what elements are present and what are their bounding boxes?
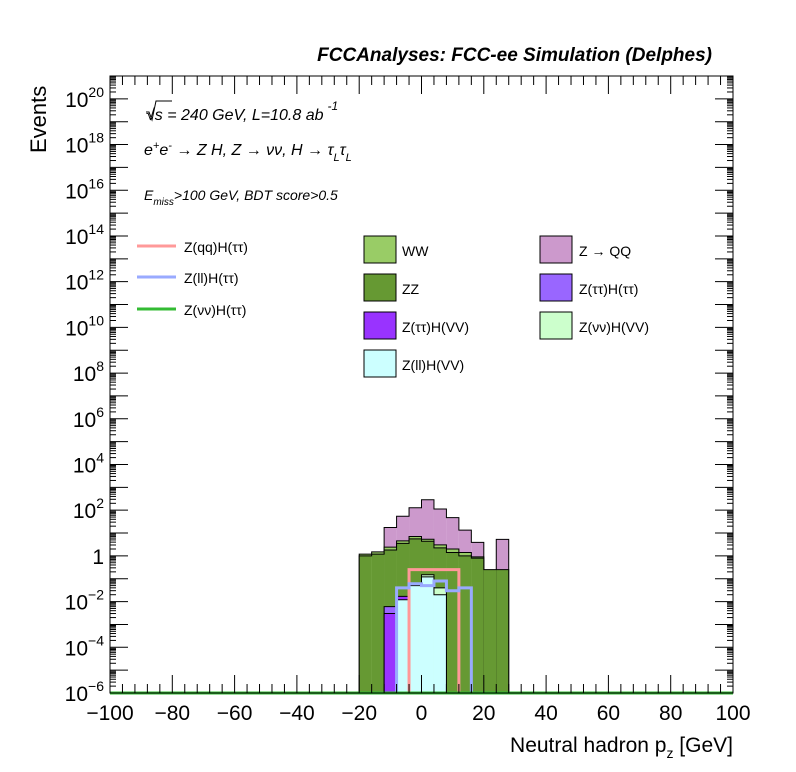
legend-backgrounds: WW Z → QQ ZZ Z(ττ)H(ττ) Z(ττ)H(VV) Z(νν)…	[363, 235, 649, 378]
legend-item-z-qq: Z → QQ	[539, 235, 631, 264]
stack-bar-zz-bin-9	[471, 558, 484, 693]
y-tick-label: 10−2	[65, 587, 105, 615]
legend-signals: Z(qq)H(ττ) Z(ll)H(ττ) Z(νν)H(ττ)	[137, 239, 248, 318]
x-axis-title-main: Neutral hadron p	[510, 734, 666, 757]
x-tick-label: 80	[659, 702, 682, 725]
y-tick-label: 10−4	[65, 632, 105, 660]
legend-item-zz: ZZ	[363, 273, 420, 302]
y-tick-label: 108	[73, 358, 104, 386]
svg-text:ZZ: ZZ	[402, 281, 420, 297]
y-tick-label: 104	[73, 449, 104, 477]
annotation-line1-sup: -1	[328, 99, 339, 113]
annotation-line1: √s = 240 GeV, L=10.8 ab	[146, 107, 324, 124]
x-tick-label: 100	[715, 702, 750, 725]
svg-text:√s = 240 GeV, L=10.8 ab-1: √s = 240 GeV, L=10.8 ab -1	[146, 99, 338, 124]
y-tick-label: 1018	[65, 130, 104, 158]
svg-text:WW: WW	[402, 243, 429, 259]
svg-text:Z(ττ)H(VV): Z(ττ)H(VV)	[402, 319, 469, 335]
chart-title: FCCAnalyses: FCC-ee Simulation (Delphes)	[317, 45, 712, 66]
svg-text:Z(ll)H(ττ): Z(ll)H(ττ)	[184, 270, 239, 286]
legend-item-znunu-htautau: Z(νν)H(ττ)	[137, 302, 246, 318]
stack-bar-z-ll-h-vv-bin-3	[396, 599, 410, 693]
stack-bar-zz-bin-0	[359, 555, 372, 693]
stack-bar-z-ll-h-vv-bin-5	[421, 576, 434, 693]
stack-bar-zz-bin-11	[496, 569, 509, 693]
x-axis-title-unit: [GeV]	[673, 734, 733, 757]
stacked-histogram	[358, 499, 510, 693]
svg-text:Z(νν)H(ττ): Z(νν)H(ττ)	[184, 302, 246, 318]
y-tick-label: 1010	[65, 312, 104, 340]
svg-text:Z(νν)H(VV): Z(νν)H(VV)	[579, 319, 649, 335]
x-tick-label: 40	[534, 702, 557, 725]
stack-bar-zz-bin-10	[483, 569, 497, 693]
x-tick-label: −100	[86, 702, 133, 725]
x-axis-title: Neutral hadron pz [GeV]	[510, 734, 733, 761]
y-tick-label: 1014	[65, 221, 104, 249]
svg-text:Z(ll)H(VV): Z(ll)H(VV)	[402, 357, 464, 373]
x-tick-label: −60	[217, 702, 253, 725]
y-tick-label: 1012	[65, 267, 104, 295]
legend-item-ww: WW	[363, 235, 429, 264]
legend-item-zqq-htautau: Z(qq)H(ττ)	[137, 239, 248, 255]
legend-item-zll-htautau: Z(ll)H(ττ)	[137, 270, 239, 286]
legend-item-ztautau-htautau: Z(ττ)H(ττ)	[539, 273, 638, 302]
y-tick-label: 1	[92, 546, 104, 569]
svg-text:Z(qq)H(ττ): Z(qq)H(ττ)	[184, 239, 248, 255]
x-axis-title-sub: z	[666, 745, 673, 761]
y-axis-title: Events	[26, 86, 51, 153]
signal-line-z-qq-h	[407, 568, 461, 693]
tick-labels: −100 −80 −60 −40 −20 0 20 40 60 80 100 10−6 10−4 10−2…	[65, 84, 751, 725]
stack-bar-zz-bin-7	[446, 552, 459, 693]
stack-outline-ww	[358, 535, 485, 693]
svg-text:Z → QQ: Z → QQ	[579, 243, 631, 259]
stack-bar-z-ll-h-vv-bin-6	[433, 594, 447, 693]
y-tick-label: 106	[73, 404, 104, 432]
y-tick-label: 102	[73, 495, 104, 523]
legend-item-zll-hvv: Z(ll)H(VV)	[363, 349, 464, 378]
x-tick-label: −80	[154, 702, 190, 725]
stack-bar-z-h-vv-bin-2	[384, 613, 397, 693]
sqrt-sign	[146, 100, 172, 122]
legend-item-ztautau-hvv: Z(ττ)H(VV)	[363, 311, 469, 340]
annotation-energy-lumi: √s = 240 GeV, L=10.8 ab -1	[146, 99, 338, 124]
stack-outline-zz	[358, 538, 510, 693]
annotation-selection: Emiss>100 GeV, BDT score>0.5	[144, 187, 338, 208]
x-tick-label: 20	[472, 702, 495, 725]
x-tick-label: −20	[341, 702, 377, 725]
x-tick-label: 0	[416, 702, 428, 725]
annotation-process: e+e- → Z H, Z → νν, H → τLτL	[144, 140, 352, 164]
stack-bar-zz-bin-8	[458, 555, 472, 693]
legend-item-znunu-hvv: Z(νν)H(VV)	[539, 311, 649, 340]
axes	[109, 75, 734, 694]
x-tick-label: 60	[597, 702, 620, 725]
y-tick-label: 1020	[65, 84, 104, 112]
svg-text:Z(ττ)H(ττ): Z(ττ)H(ττ)	[579, 281, 638, 297]
x-tick-label: −40	[279, 702, 315, 725]
stack-outline-z-ll-h-vv	[396, 576, 447, 693]
y-tick-label: 10−6	[65, 678, 105, 706]
stack-bar-zz-bin-1	[371, 554, 385, 693]
y-tick-label: 1016	[65, 175, 104, 203]
signal-line-z-ll-h	[395, 579, 473, 693]
stack-bar-z-ll-h-vv-bin-4	[409, 585, 422, 693]
